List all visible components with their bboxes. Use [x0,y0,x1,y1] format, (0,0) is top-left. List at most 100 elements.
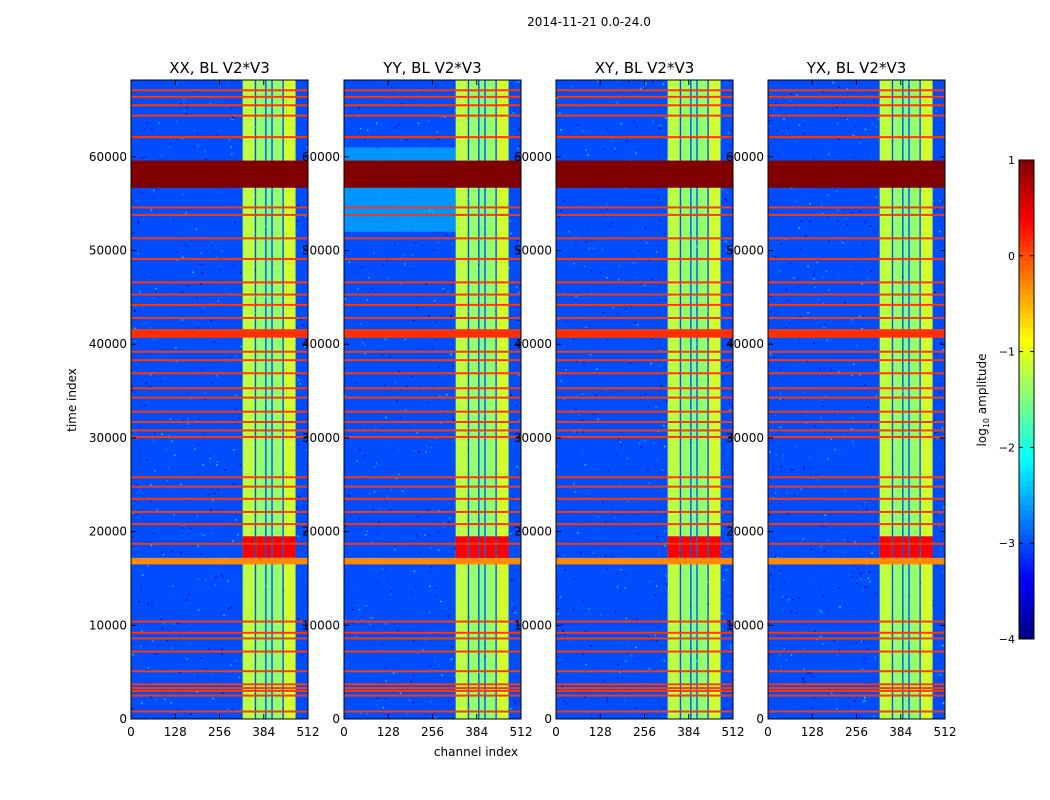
noise-speckle [439,584,442,586]
colorbar-segment [1019,509,1034,515]
noise-speckle [146,383,149,386]
x-tick-label: 0 [340,725,348,739]
noise-speckle [577,494,580,497]
noise-speckle [147,667,149,669]
flagged-row [556,670,733,673]
noise-speckle [864,109,867,112]
flagged-row [556,206,733,209]
colorbar-segment [1019,595,1034,602]
noise-speckle [410,591,413,593]
noise-speckle [873,440,875,442]
noise-speckle [201,368,203,371]
noise-speckle [803,647,805,650]
noise-speckle [845,217,848,220]
noise-speckle [141,630,143,632]
noise-speckle [635,152,637,154]
noise-speckle [215,627,218,630]
noise-speckle [768,653,771,656]
hot-patch [691,536,697,558]
noise-speckle [565,145,568,147]
noise-speckle [135,305,137,307]
noise-speckle [149,374,152,376]
noise-speckle [223,288,226,290]
noise-speckle [588,659,591,662]
noise-speckle [186,106,188,108]
colorbar-segment [1019,375,1034,381]
noise-speckle [798,337,801,340]
noise-speckle [509,220,511,222]
noise-speckle [722,479,725,482]
noise-speckle [578,231,580,233]
colorbar-segment [1019,591,1034,597]
noise-speckle [135,489,138,492]
noise-speckle [375,122,378,125]
noise-speckle [397,123,400,126]
noise-speckle [936,565,939,567]
noise-speckle [864,221,866,224]
noise-speckle [938,456,941,458]
noise-speckle [804,605,807,608]
noise-speckle [852,134,855,137]
noise-speckle [373,446,375,449]
noise-speckle [440,599,442,601]
noise-speckle [435,716,437,719]
noise-speckle [154,211,157,214]
noise-speckle [787,512,789,515]
noise-speckle [299,242,301,244]
flagged-row [768,476,945,479]
colorbar-segment [1019,370,1034,377]
noise-speckle [805,422,807,424]
noise-speckle [218,423,220,425]
flagged-row [556,429,733,432]
flagged-row [344,420,521,423]
noise-speckle [216,464,218,466]
noise-speckle [721,628,724,630]
noise-speckle [591,292,593,295]
noise-speckle [828,153,830,156]
noise-speckle [796,445,798,448]
noise-speckle [573,262,575,265]
flagged-row [131,329,308,332]
noise-speckle [817,298,820,300]
noise-speckle [468,489,470,491]
colorbar-segment [1019,528,1034,535]
noise-speckle [936,592,939,594]
noise-speckle [838,274,841,277]
noise-speckle [663,340,666,342]
noise-speckle [187,245,189,248]
flagged-row [344,689,521,692]
noise-speckle [559,209,562,212]
noise-speckle [399,416,402,419]
noise-speckle [184,660,186,663]
noise-speckle [943,431,945,434]
noise-speckle [430,590,432,592]
noise-speckle [822,90,825,93]
noise-speckle [864,153,867,155]
noise-speckle [139,490,141,492]
noise-speckle [400,239,403,242]
noise-speckle [182,420,185,422]
noise-speckle [779,528,782,530]
flagged-row [344,387,521,390]
noise-speckle [807,311,809,314]
noise-speckle [239,254,241,257]
colorbar-segment [1019,519,1034,525]
noise-speckle [840,481,843,483]
noise-speckle [151,201,153,204]
flagged-band [556,331,733,337]
noise-speckle [597,665,599,667]
colorbar-segment [1019,394,1034,400]
noise-speckle [519,262,521,264]
flagged-row [768,89,945,92]
flagged-row [768,206,945,209]
noise-speckle [779,393,782,395]
noise-speckle [834,409,836,411]
noise-speckle [219,312,221,314]
noise-speckle [162,550,165,553]
noise-speckle [942,626,945,629]
colorbar-segment [1019,337,1034,343]
noise-speckle [795,612,798,614]
noise-speckle [218,474,220,477]
noise-speckle [663,424,665,427]
colorbar-segment [1019,294,1034,300]
